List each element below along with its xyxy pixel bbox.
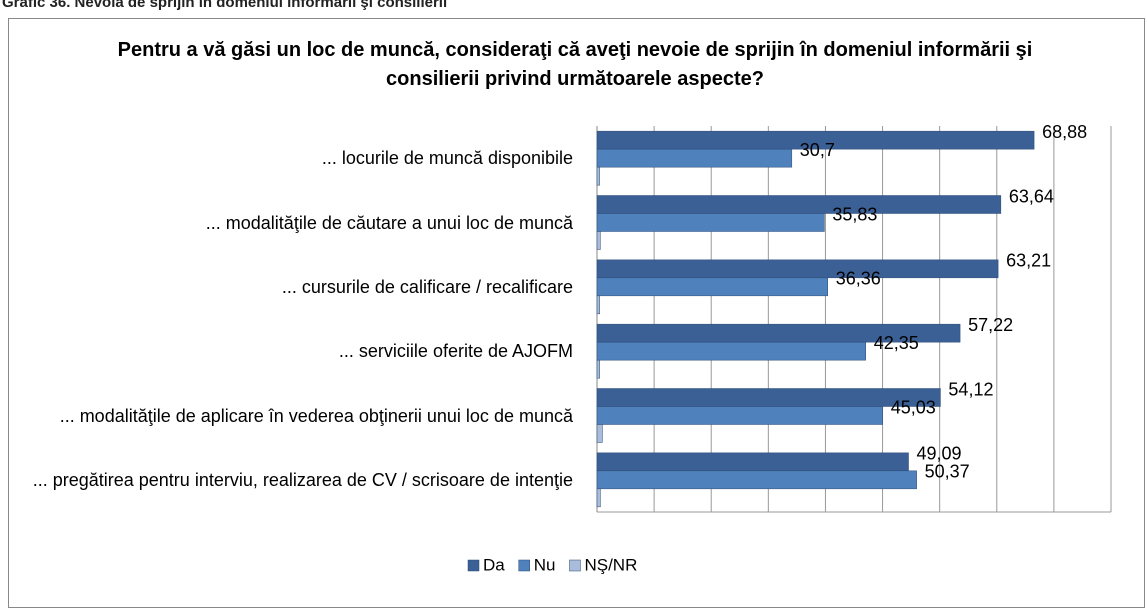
- bar: [596, 452, 909, 472]
- value-label: 50,37: [925, 462, 970, 482]
- value-label: 63,64: [1009, 186, 1054, 206]
- bar: [596, 388, 941, 407]
- category-label: ... locurile de muncă disponibile: [321, 148, 573, 169]
- value-label: 49,09: [917, 444, 962, 464]
- category-label: ... modalităţile de căutare a unui loc d…: [205, 212, 573, 233]
- legend-swatch: [569, 559, 581, 572]
- value-label: 45,03: [891, 397, 936, 417]
- bar: [596, 259, 999, 279]
- legend-label: NŞ/NR: [584, 555, 637, 574]
- value-label: 42,35: [874, 333, 919, 353]
- bar: [596, 295, 600, 315]
- bar: [596, 277, 828, 297]
- bar: [596, 148, 793, 168]
- value-label: 57,22: [968, 315, 1013, 335]
- bar: [596, 213, 825, 232]
- legend-label: Nu: [534, 555, 556, 574]
- value-label: 30,7: [800, 140, 835, 160]
- bar: [596, 231, 601, 250]
- category-label: ... pregătirea pentru interviu, realizar…: [32, 469, 573, 490]
- value-label: 54,12: [948, 379, 993, 399]
- bar: [596, 359, 600, 379]
- legend-swatch: [467, 559, 480, 572]
- caption: Grafic 36. Nevoia de sprijin în domeniul…: [2, 0, 448, 11]
- value-label: 63,21: [1006, 251, 1051, 271]
- bar: [596, 470, 917, 490]
- bar: [596, 195, 1002, 214]
- bar: [596, 406, 883, 425]
- category-label: ... cursurile de calificare / recalifica…: [281, 276, 573, 297]
- bar: [596, 488, 601, 508]
- legend-label: Da: [483, 555, 505, 574]
- bar: [596, 424, 603, 443]
- category-label: ... serviciile oferite de AJOFM: [338, 341, 573, 362]
- bar: [596, 341, 866, 361]
- value-label: 68,88: [1042, 122, 1087, 142]
- bar: [596, 166, 600, 186]
- value-label: 35,83: [832, 204, 877, 224]
- value-label: 36,36: [836, 269, 881, 289]
- bar: [596, 130, 1035, 150]
- legend-swatch: [518, 559, 530, 572]
- chart-title: Pentru a vă găsi un loc de muncă, consid…: [117, 39, 1033, 90]
- category-label: ... modalităţile de aplicare în vederea …: [59, 405, 573, 426]
